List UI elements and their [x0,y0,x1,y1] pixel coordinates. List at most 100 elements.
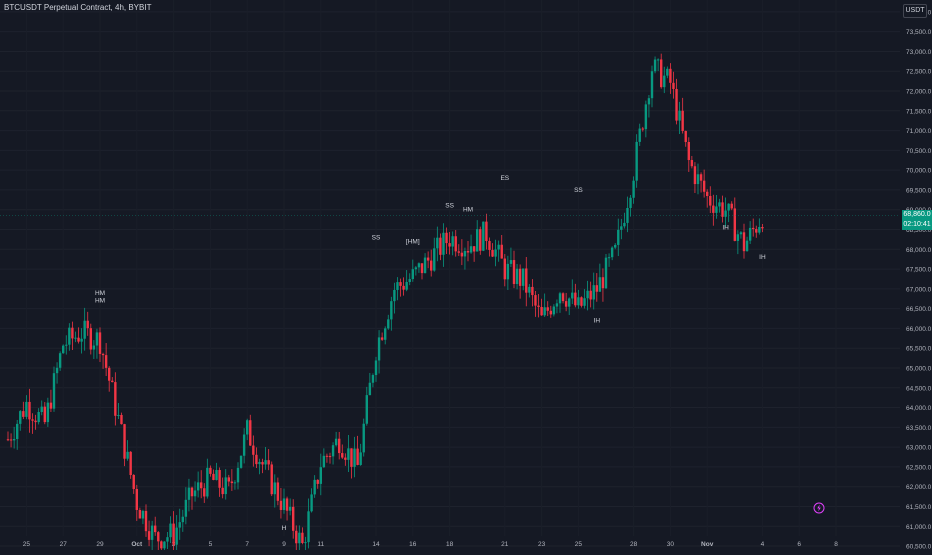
candle-body [326,456,328,457]
candle-body [142,511,144,519]
y-tick-label: 65,500.0 [906,346,932,353]
candle-body [399,282,401,286]
candle-body [179,522,181,527]
lightning-icon[interactable] [813,502,825,514]
candle-body [534,295,536,306]
candle-body [461,253,463,257]
candle-body [681,111,683,131]
candle-body [513,260,515,284]
x-tick-label: 16 [409,541,417,548]
candle-body [442,233,444,255]
x-tick-label: 21 [501,541,509,548]
candle-body [111,381,113,382]
candle-body [743,232,745,251]
candle-body [617,230,619,245]
x-tick-label: Nov [701,541,714,548]
candle-body [384,328,386,339]
x-tick-label: 9 [282,541,286,548]
candle-body [550,311,552,315]
candle-body [390,301,392,319]
candle-body [249,420,251,445]
candle-body [323,456,325,467]
candle-body [203,488,205,496]
candle-body [74,338,76,339]
candle-body [761,227,763,228]
candle-body [129,452,131,475]
candle-body [605,258,607,289]
candle-body [488,241,490,250]
candle-body [740,232,742,234]
candle-body [209,468,211,474]
candle-body [421,263,423,273]
candle-body [378,337,380,360]
candle-body [356,449,358,465]
y-tick-label: 73,000.0 [906,49,932,56]
candle-body [746,241,748,251]
candle-body [225,477,227,494]
candle-body [418,263,420,267]
candle-body [525,268,527,292]
pattern-annotation: SS [372,234,381,241]
candle-body [571,293,573,299]
candle-body [280,501,282,510]
candle-body [359,452,361,465]
candle-body [669,69,671,83]
y-tick-label: 63,500.0 [906,425,932,432]
candle-body [264,460,266,464]
candle-body [338,439,340,453]
candle-body [136,489,138,510]
candle-body [240,456,242,468]
currency-button[interactable]: USDT [903,4,927,18]
candle-body [157,532,159,541]
candle-body [476,229,478,251]
pattern-annotation: HM [463,207,473,214]
candle-body [228,477,230,481]
candle-body [715,206,717,212]
candle-body [99,332,101,354]
candle-body [528,287,530,293]
candle-body [221,488,223,494]
candle-body [580,297,582,306]
pattern-annotation: ES [500,175,509,182]
candle-body [755,229,757,233]
y-tick-label: 64,500.0 [906,385,932,392]
y-tick-label: 69,500.0 [906,187,932,194]
candle-body [593,285,595,299]
candle-body [37,412,39,422]
candle-body [632,181,634,198]
y-tick-label: 73,500.0 [906,29,932,36]
candle-body [731,204,733,209]
candle-body [344,458,346,460]
candle-body [19,411,21,424]
x-tick-label: 7 [245,541,249,548]
x-tick-label: 8 [834,541,838,548]
pattern-annotation: IH [759,254,766,261]
candle-body [639,129,641,142]
candle-body [298,533,300,544]
candle-body [369,383,371,395]
candle-body [31,419,33,420]
candle-body [7,439,9,440]
candle-body [648,98,650,104]
candle-body [543,307,545,315]
candle-body [350,448,352,467]
candle-body [547,307,549,311]
candle-body [712,206,714,213]
y-tick-label: 64,000.0 [906,405,932,412]
x-tick-label: 27 [60,541,68,548]
candle-body [709,196,711,206]
candle-body [611,248,613,258]
y-tick-label: 62,000.0 [906,484,932,491]
x-tick-label: 29 [96,541,104,548]
candle-body [68,328,70,345]
candle-body [574,293,576,306]
candle-body [583,298,585,306]
candle-body [599,277,601,291]
candle-body [482,222,484,251]
x-tick-label: 11 [317,541,324,548]
y-tick-label: 68,000.0 [906,247,932,254]
candle-body [663,76,665,88]
candle-body [654,60,656,72]
